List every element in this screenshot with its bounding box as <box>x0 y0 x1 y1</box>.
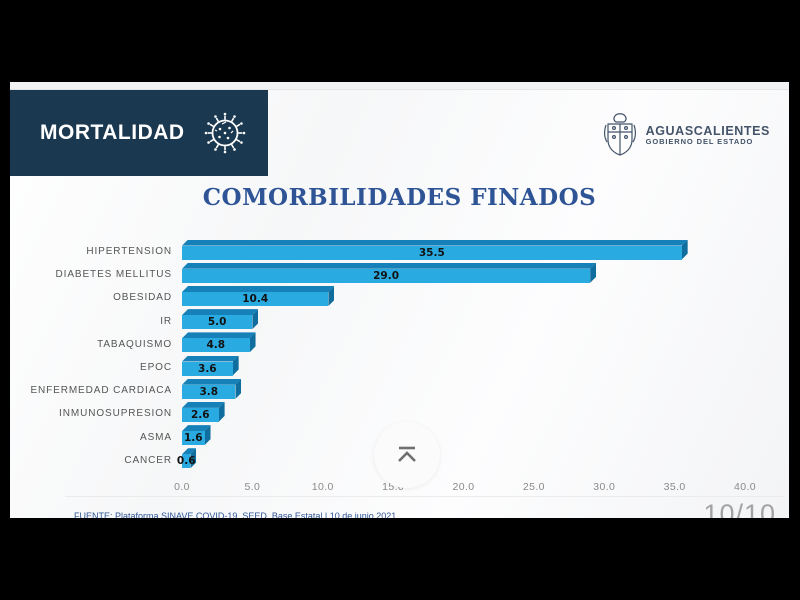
bar-zone: 1.6 <box>182 429 745 446</box>
category-label: IR <box>160 315 172 327</box>
bar-side-face <box>252 309 258 329</box>
coat-of-arms-icon <box>603 113 636 156</box>
category-label: OBESIDAD <box>113 292 172 304</box>
bar-top-face <box>182 425 211 431</box>
logo-subtitle: GOBIERNO DEL ESTADO <box>645 136 754 146</box>
category-label: DIABETES MELLITUS <box>55 269 172 281</box>
bar-value-label: 2.6 <box>190 408 210 421</box>
x-axis-tick: 40.0 <box>733 480 757 493</box>
chart-row: INMUNOSUPRESION 2.6 <box>10 402 789 425</box>
bar-value-label: 5.0 <box>207 316 227 329</box>
bar-top-face <box>182 332 256 338</box>
bar-side-face <box>590 263 596 283</box>
bar-side-face <box>682 240 688 260</box>
bar-side-face <box>328 286 334 306</box>
bar-zone: 35.5 <box>182 244 745 260</box>
bar-value-label: 29.0 <box>373 269 400 282</box>
x-axis-tick: 30.0 <box>593 480 616 493</box>
chart-rows: HIPERTENSION 35.5 DIABETES MELLITUS 29.0 OBE… <box>10 240 789 472</box>
bar-value-label: 35.5 <box>418 246 445 259</box>
category-label: INMUNOSUPRESION <box>59 408 172 420</box>
bar-value-label: 0.6 <box>176 455 196 468</box>
bar: 29.0 <box>182 269 590 283</box>
bar-zone: 5.0 <box>182 313 745 330</box>
section-title: MORTALIDAD <box>40 121 185 144</box>
bar-top-face <box>182 263 596 269</box>
bar-zone: 10.4 <box>182 290 745 306</box>
bar-side-face <box>205 425 211 445</box>
bar-value-label: 10.4 <box>242 292 269 305</box>
bar-top-face <box>182 286 334 292</box>
bar-value-label: 4.8 <box>206 339 226 352</box>
bar-zone: 3.8 <box>182 383 745 399</box>
category-label: EPOC <box>140 362 172 374</box>
bar: 4.8 <box>182 338 250 353</box>
x-axis-tick: 5.0 <box>244 480 261 493</box>
collapse-up-icon <box>398 446 416 462</box>
bar: 3.8 <box>182 385 235 399</box>
chart-row: DIABETES MELLITUS 29.0 <box>10 263 789 286</box>
bar-zone: 0.6 <box>177 452 745 469</box>
collapse-button[interactable] <box>374 422 440 488</box>
bar: 1.6 <box>182 431 205 446</box>
bar: 0.6 <box>177 454 190 469</box>
x-axis-tick: 25.0 <box>522 480 545 493</box>
bar: 3.6 <box>182 362 233 376</box>
category-label: HIPERTENSION <box>86 246 172 258</box>
slide: MORTALIDAD AGUASCALIENTES GOBIERNO DEL E… <box>10 82 789 518</box>
section-header: MORTALIDAD <box>10 90 268 176</box>
bar-zone: 29.0 <box>182 267 745 283</box>
page-indicator: 10/10 <box>703 499 776 518</box>
chart-row: IR 5.0 <box>10 310 789 333</box>
category-label: ASMA <box>140 431 172 443</box>
chart-bottom-rule <box>65 496 785 497</box>
bar-top-face <box>182 448 196 454</box>
aguascalientes-logo: AGUASCALIENTES GOBIERNO DEL ESTADO <box>603 112 770 158</box>
bar-value-label: 3.6 <box>198 362 217 375</box>
x-axis-tick: 35.0 <box>663 480 686 493</box>
bar: 35.5 <box>182 246 682 260</box>
category-label: CANCER <box>124 454 172 466</box>
x-axis-tick: 20.0 <box>452 480 475 493</box>
bar-zone: 3.6 <box>182 360 745 376</box>
source-note: FUENTE: Plataforma SINAVE COVID-19, SEED… <box>74 511 397 518</box>
chart-title: COMORBILIDADES FINADOS <box>202 184 597 211</box>
bar-top-face <box>182 240 688 246</box>
bar-side-face <box>235 379 241 399</box>
chart-row: OBESIDAD 10.4 <box>10 286 789 309</box>
bar-value-label: 3.8 <box>199 385 219 398</box>
chart-row: EPOC 3.6 <box>10 356 789 379</box>
x-axis: 0.0 5.0 10.0 15.0 20.0 25.0 30.0 35.0 40.0 <box>174 478 756 498</box>
top-strip <box>10 82 789 90</box>
bar-top-face <box>182 379 241 385</box>
chart-row: ASMA 1.6 <box>10 426 789 449</box>
category-label: ENFERMEDAD CARDIACA <box>30 385 172 397</box>
bar-side-face <box>250 332 256 352</box>
bar-side-face <box>219 402 225 422</box>
category-label: TABAQUISMO <box>97 338 172 350</box>
bar-chart: HIPERTENSION 35.5 DIABETES MELLITUS 29.0 OBE… <box>10 240 789 498</box>
bar-zone: 2.6 <box>182 406 745 422</box>
bar-side-face <box>190 448 196 468</box>
bar: 10.4 <box>182 292 328 306</box>
bar-value-label: 1.6 <box>183 432 203 445</box>
x-axis-tick: 10.0 <box>311 480 334 493</box>
logo-name: AGUASCALIENTES <box>645 123 770 138</box>
bar-top-face <box>182 402 225 408</box>
x-axis-tick: 0.0 <box>174 480 190 493</box>
chart-row: CANCER 0.6 <box>10 449 789 472</box>
bar-top-face <box>182 356 239 362</box>
chart-row: ENFERMEDAD CARDIACA 3.8 <box>10 379 789 402</box>
bar: 2.6 <box>182 408 219 422</box>
bar-side-face <box>233 356 239 376</box>
virus-icon <box>204 112 245 154</box>
bar-zone: 4.8 <box>182 336 745 353</box>
chart-row: TABAQUISMO 4.8 <box>10 333 789 356</box>
chart-row: HIPERTENSION 35.5 <box>10 240 789 263</box>
logo-text: AGUASCALIENTES GOBIERNO DEL ESTADO <box>646 124 770 147</box>
bar: 5.0 <box>182 315 252 330</box>
bar-top-face <box>182 309 258 315</box>
